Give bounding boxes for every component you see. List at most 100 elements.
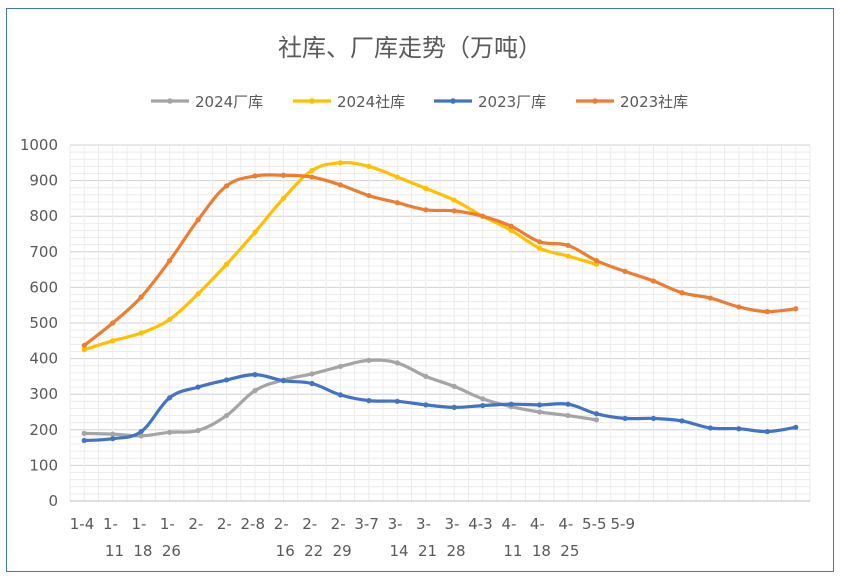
data-point (252, 388, 258, 394)
data-point (252, 229, 258, 235)
data-point (508, 227, 514, 234)
data-point (110, 338, 116, 344)
data-point (309, 168, 315, 174)
x-tick-label-line2: 18 (133, 542, 152, 560)
data-point (366, 192, 372, 199)
x-tick-label: 2- (217, 515, 232, 533)
data-point (138, 294, 144, 300)
data-point (81, 437, 87, 444)
data-point (81, 342, 87, 349)
x-tick-label-line2: 26 (162, 542, 181, 560)
y-tick-label: 0 (48, 492, 58, 510)
data-point (195, 384, 201, 390)
data-point (223, 261, 230, 267)
legend-label: 2024社库 (337, 93, 405, 111)
data-point (537, 239, 543, 245)
data-point (252, 173, 258, 179)
data-point (508, 401, 514, 407)
data-point (394, 360, 400, 366)
data-point (451, 383, 457, 389)
x-tick-label: 4- (501, 515, 516, 533)
y-tick-label: 300 (29, 385, 58, 403)
data-point (793, 424, 799, 430)
data-point (480, 402, 486, 409)
data-point (138, 433, 144, 439)
data-point (622, 268, 628, 274)
data-point (337, 182, 343, 188)
chart-title: 社库、厂库走势（万吨） (278, 34, 542, 62)
y-tick-label: 1000 (20, 136, 58, 154)
data-point (167, 316, 173, 323)
legend-marker (450, 98, 456, 104)
data-point (593, 417, 600, 423)
data-point (110, 436, 116, 442)
data-point (451, 404, 457, 410)
legend-label: 2023社库 (620, 93, 688, 111)
data-point (195, 291, 201, 297)
x-tick-label-line2: 25 (560, 542, 579, 560)
data-point (223, 377, 230, 383)
x-tick-label-line2: 16 (276, 542, 295, 560)
legend-item: 2024厂库 (151, 93, 263, 111)
axes: 0 100 200 300 400 500 600 700 800 900 1000 1-4 1- 11 1… (20, 136, 810, 560)
data-point (679, 418, 685, 424)
x-tick-label: 1- (131, 515, 146, 533)
data-point (337, 160, 343, 166)
data-point (280, 172, 287, 178)
data-point (650, 278, 657, 284)
x-tick-label: 5-5 (582, 515, 607, 533)
data-point (280, 195, 287, 201)
data-point (167, 395, 173, 401)
x-tick-label-line2: 22 (304, 542, 323, 560)
x-tick-label-line2: 29 (333, 542, 352, 560)
x-tick-label: 3- (445, 515, 460, 533)
series-3 (81, 172, 799, 349)
data-point (537, 409, 543, 415)
legend-marker (592, 98, 598, 104)
data-point (736, 426, 742, 432)
y-tick-label: 100 (29, 456, 58, 474)
x-tick-label: 1- (103, 515, 118, 533)
x-tick-label: 5-9 (611, 515, 636, 533)
x-tick-label-line2: 14 (390, 542, 409, 560)
data-point (565, 401, 571, 407)
data-point (423, 373, 429, 379)
data-point (366, 357, 372, 363)
data-point (110, 431, 116, 437)
data-point (195, 427, 201, 434)
y-tick-label: 400 (29, 350, 58, 368)
data-point (309, 174, 315, 180)
data-point (736, 304, 742, 310)
legend-item: 2023厂库 (434, 93, 546, 111)
data-point (110, 320, 116, 326)
data-point (309, 371, 315, 377)
x-tick-label: 4- (530, 515, 545, 533)
x-tick-label: 2- (188, 515, 203, 533)
data-point (223, 412, 230, 419)
legend-marker (309, 98, 315, 104)
y-tick-label: 500 (29, 314, 58, 332)
legend: 2024厂库 2024社库 2023厂库 2023社库 (151, 93, 688, 111)
data-point (593, 258, 600, 264)
x-tick-label: 3- (388, 515, 403, 533)
data-point (309, 380, 315, 387)
data-point (337, 363, 343, 370)
data-point (394, 398, 400, 404)
x-tick-label: 2- (331, 515, 346, 533)
data-point (764, 428, 770, 435)
legend-item: 2024社库 (293, 93, 405, 111)
legend-marker (167, 98, 173, 104)
x-tick-label-line2: 18 (532, 542, 551, 560)
data-point (167, 258, 173, 264)
data-point (508, 223, 514, 229)
data-point (707, 295, 713, 301)
series-line (82, 173, 798, 347)
data-point (223, 183, 230, 189)
data-point (707, 425, 713, 431)
x-tick-label: 4- (558, 515, 573, 533)
data-point (593, 411, 600, 417)
data-point (195, 217, 201, 223)
x-tick-label-line2: 11 (105, 542, 124, 560)
x-tick-label-line2: 11 (503, 542, 522, 560)
data-point (537, 402, 543, 408)
